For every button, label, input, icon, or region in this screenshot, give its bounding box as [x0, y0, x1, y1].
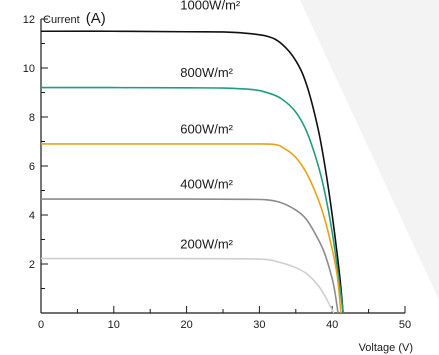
series-labels: 1000W/m² 800W/m² 600W/m² 400W/m² 200W/m²: [180, 0, 241, 252]
series-line: [40, 86, 344, 314]
series-line: [40, 257, 335, 314]
series-line: [41, 198, 339, 314]
series-label: 400W/m²: [180, 177, 233, 192]
x-tick-label: 20: [180, 319, 192, 331]
y-axis-title-text: Current: [43, 14, 80, 26]
series-label: 800W/m²: [180, 65, 233, 80]
x-tick-label: 50: [399, 319, 411, 331]
series-line: [40, 30, 344, 314]
x-tick-label: 10: [108, 319, 120, 331]
y-tick-label: 6: [29, 161, 35, 173]
series-label: 1000W/m²: [180, 0, 241, 13]
x-axis-title: Voltage (V): [359, 342, 413, 354]
series-group: [40, 30, 344, 314]
x-tick-label: 40: [326, 319, 338, 331]
y-tick-label: 4: [29, 210, 35, 222]
y-axis-title-unit: (A): [86, 10, 106, 27]
ticks: 0 10 20 30 40 50 2 4 6 8 10 12: [23, 14, 411, 331]
backdrop-shape: [300, 0, 439, 300]
series-label: 200W/m²: [180, 237, 233, 252]
y-tick-label: 2: [29, 259, 35, 271]
y-tick-label: 10: [23, 63, 35, 75]
y-tick-label: 8: [29, 112, 35, 124]
series-line: [40, 143, 342, 314]
x-tick-label: 0: [38, 319, 44, 331]
x-tick-label: 30: [253, 319, 265, 331]
y-tick-label: 12: [23, 14, 35, 26]
series-label: 600W/m²: [180, 121, 233, 136]
y-axis-title: Current (A): [43, 10, 106, 27]
